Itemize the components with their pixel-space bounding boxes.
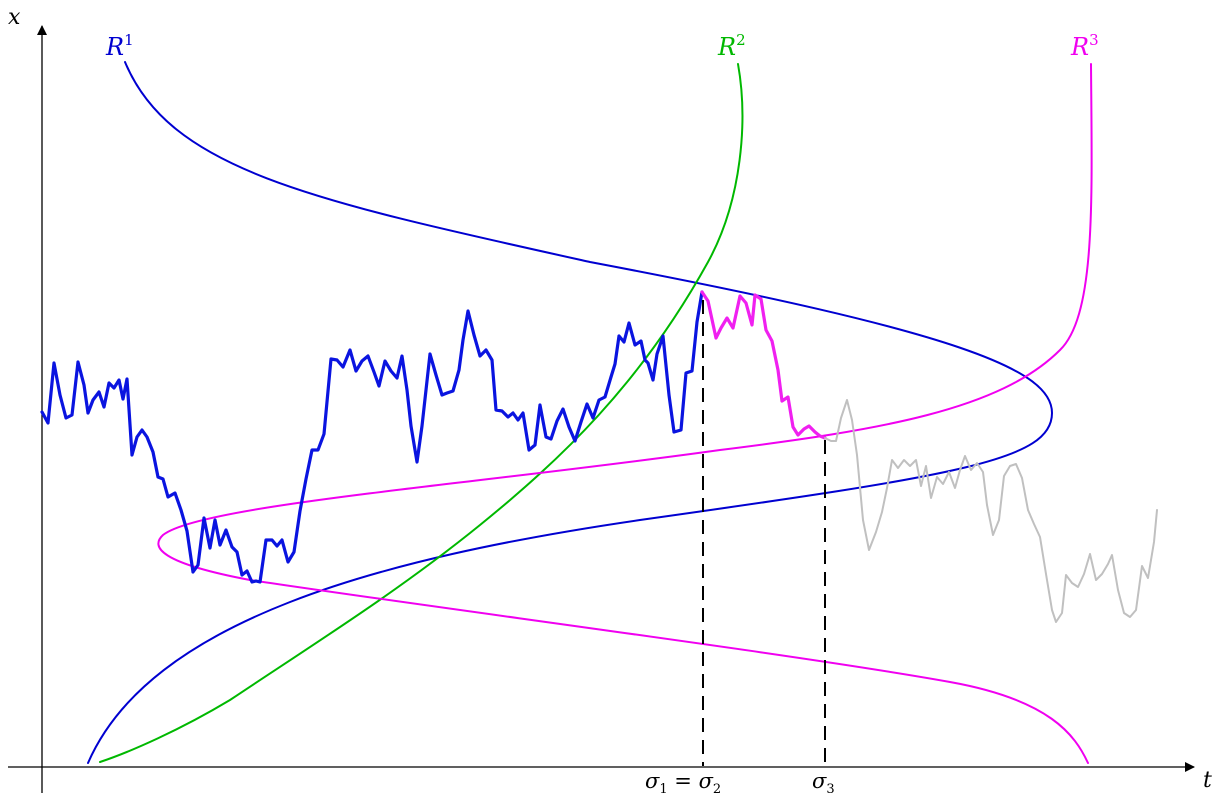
x-axis-label: x	[8, 5, 21, 30]
path-segment-1	[42, 292, 702, 582]
path-segment-2	[702, 292, 825, 438]
path-remainder	[825, 400, 1157, 622]
label-r3: R3	[1070, 31, 1099, 61]
t-axis-label: t	[1203, 768, 1212, 793]
curve-r2	[100, 64, 742, 762]
label-r1: R1	[105, 31, 134, 61]
label-sigma-3: σ3	[812, 769, 835, 796]
label-sigma-1-2: σ1 = σ2	[645, 769, 721, 796]
curve-r3	[158, 64, 1091, 763]
label-r2: R2	[717, 31, 746, 61]
curve-r1	[88, 62, 1052, 763]
